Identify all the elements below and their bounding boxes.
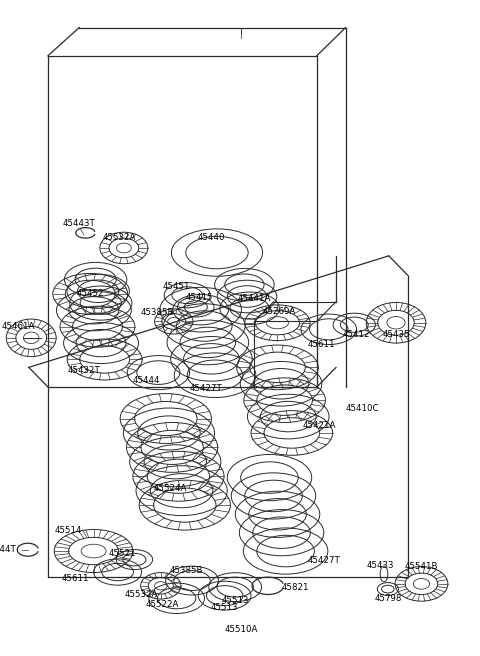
Text: 45611: 45611 xyxy=(61,574,89,583)
Text: 45532A: 45532A xyxy=(125,590,158,599)
Text: 45433: 45433 xyxy=(366,561,394,570)
Text: 45385B: 45385B xyxy=(169,566,203,575)
Text: 45441A: 45441A xyxy=(238,294,271,303)
Text: 45410C: 45410C xyxy=(346,403,379,413)
Text: 45522A: 45522A xyxy=(145,600,179,609)
Text: 45427T: 45427T xyxy=(307,556,340,565)
Text: 45415: 45415 xyxy=(185,293,213,302)
Text: 45451: 45451 xyxy=(163,282,191,291)
Text: 45444: 45444 xyxy=(132,376,160,385)
Text: 45821: 45821 xyxy=(282,583,309,592)
Text: 45514: 45514 xyxy=(54,525,82,535)
Text: 45510A: 45510A xyxy=(225,625,258,634)
Text: 45435: 45435 xyxy=(382,330,410,339)
Text: 45541B: 45541B xyxy=(405,562,438,571)
Text: 45412: 45412 xyxy=(342,330,370,339)
Text: 45269A: 45269A xyxy=(263,307,296,316)
Text: 45421A: 45421A xyxy=(302,420,336,430)
Text: 45532A: 45532A xyxy=(102,233,136,242)
Text: 45611: 45611 xyxy=(308,340,336,349)
Text: 45798: 45798 xyxy=(374,594,402,603)
Text: 45521: 45521 xyxy=(108,548,136,558)
Text: 45440: 45440 xyxy=(197,233,225,242)
Text: 45452: 45452 xyxy=(76,289,104,298)
Text: 45427T: 45427T xyxy=(189,384,222,393)
Text: 45443T: 45443T xyxy=(63,218,96,228)
Text: 45544T: 45544T xyxy=(0,545,16,554)
Text: 45432T: 45432T xyxy=(68,366,100,375)
Text: 45524A: 45524A xyxy=(154,484,187,493)
Text: 45513: 45513 xyxy=(211,603,239,612)
Text: 45385B: 45385B xyxy=(141,308,174,317)
Text: 45513: 45513 xyxy=(221,596,249,605)
Text: 45461A: 45461A xyxy=(1,322,35,331)
